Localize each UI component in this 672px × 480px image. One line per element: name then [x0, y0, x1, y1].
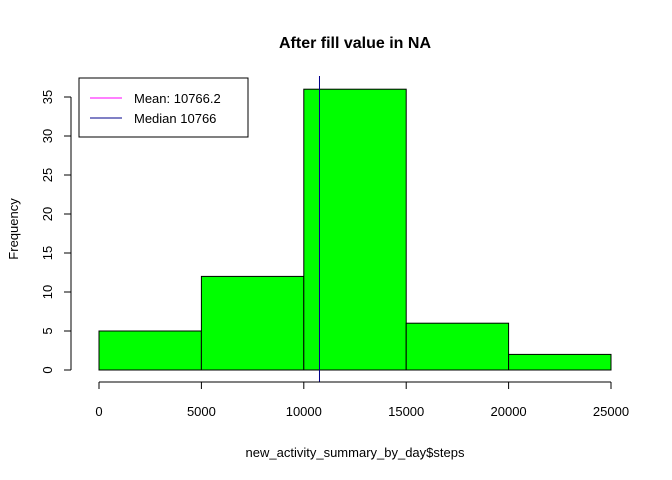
y-tick-label: 5: [40, 327, 55, 334]
y-tick-label: 30: [40, 129, 55, 143]
y-axis: 0 5 10 15 20 25 30 35: [40, 90, 72, 374]
x-tick-label: 15000: [388, 404, 424, 419]
chart-title: After fill value in NA: [279, 35, 431, 52]
histogram-bar-5: [508, 353, 612, 371]
y-tick-label: 35: [40, 90, 55, 104]
x-axis-label: new_activity_summary_by_day$steps: [246, 445, 465, 460]
histogram-bar-3: [303, 88, 407, 371]
legend-label-2: Median 10766: [134, 111, 216, 126]
y-tick-label: 10: [40, 285, 55, 299]
x-tick-label: 25000: [593, 404, 629, 419]
x-tick-label: 20000: [491, 404, 527, 419]
bars-group: [98, 88, 612, 371]
legend-label-1: Mean: 10766.2: [134, 91, 221, 106]
histogram-bar-4: [405, 322, 510, 371]
x-tick-label: 5000: [187, 404, 216, 419]
y-tick-label: 20: [40, 207, 55, 221]
histogram-bar-1: [98, 330, 202, 371]
x-tick-label: 10000: [286, 404, 322, 419]
x-axis: 0 5000 10000 15000 20000 25000: [95, 381, 629, 419]
y-tick-label: 0: [40, 366, 55, 373]
y-tick-label: 15: [40, 246, 55, 260]
legend-box: [78, 77, 249, 138]
y-tick-label: 25: [40, 168, 55, 182]
histogram-bar-2: [200, 275, 305, 371]
y-axis-label: Frequency: [6, 198, 21, 260]
legend: Mean: 10766.2 Median 10766: [78, 77, 249, 138]
x-tick-label: 0: [95, 404, 102, 419]
